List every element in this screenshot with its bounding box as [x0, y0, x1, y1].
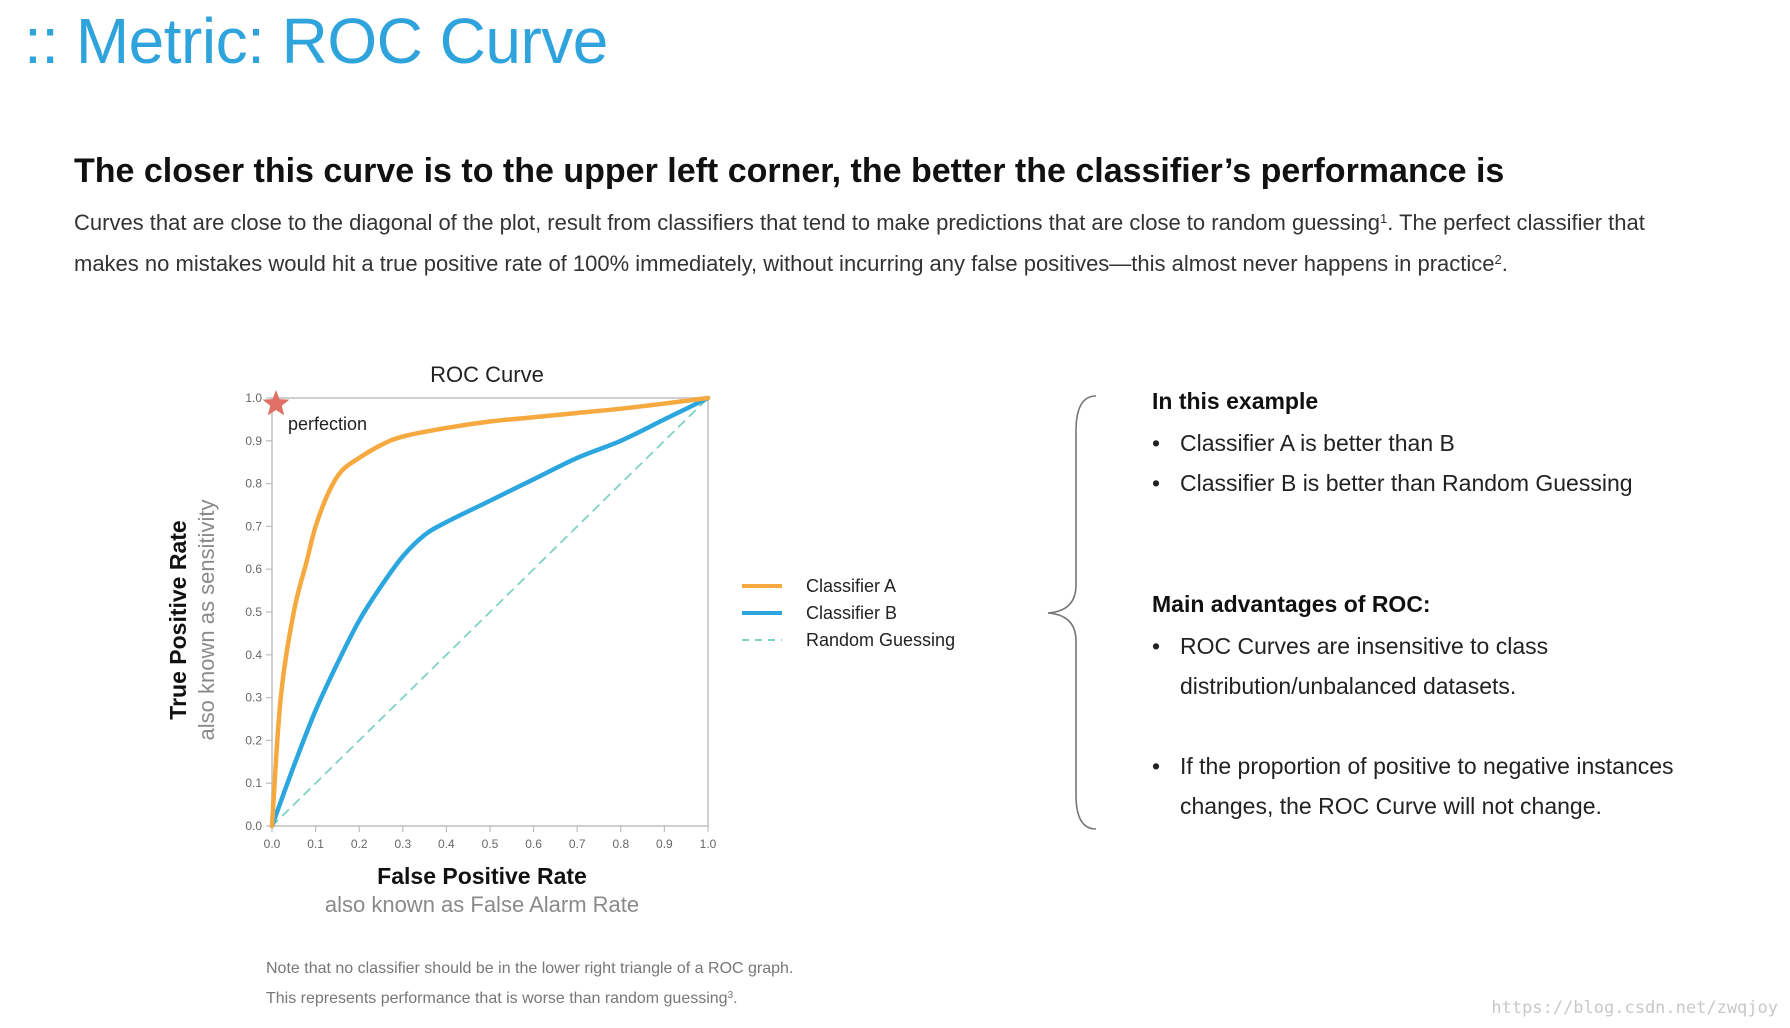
- chart-legend: Classifier A Classifier B Random Guessing: [742, 576, 955, 650]
- footnote-line-2-text: This represents performance that is wors…: [266, 990, 728, 1007]
- series-lines: [269, 395, 711, 829]
- footnote-ref-3: 3: [727, 990, 734, 1001]
- x-tick-label: 0.1: [307, 837, 324, 851]
- intro-text-2: . The perfect classifier that makes no m…: [74, 210, 1645, 276]
- explanation-panel: In this example Classifier A is better t…: [1152, 388, 1752, 819]
- perfection-star-icon: [262, 390, 290, 416]
- y-tick-label: 0.4: [245, 648, 262, 662]
- x-tick-label: 0.9: [656, 837, 673, 851]
- example-heading: In this example: [1152, 388, 1319, 414]
- intro-footnote-ref-2: 2: [1494, 252, 1502, 267]
- headline: The closer this curve is to the upper le…: [74, 152, 1505, 190]
- y-tick-label: 0.8: [245, 477, 262, 491]
- y-tick-label: 0.0: [245, 819, 262, 833]
- y-tick-label: 0.3: [245, 691, 262, 705]
- x-axis-label: False Positive Rate: [377, 863, 587, 889]
- footnote: Note that no classifier should be in the…: [266, 954, 793, 1014]
- perfection-label: perfection: [288, 414, 367, 434]
- chart-title: ROC Curve: [430, 362, 544, 387]
- y-axis-ticks: 0.0 0.1 0.2 0.3 0.4 0.5 0.6 0.7 0.8 0.9 1.0: [245, 391, 272, 833]
- series-line-classifier-b: [269, 395, 711, 829]
- series-line-classifier-a: [269, 395, 711, 829]
- advantages-list: ROC Curves are insensitive to class dist…: [1152, 626, 1752, 826]
- footnote-line-2: This represents performance that is wors…: [266, 984, 793, 1014]
- x-tick-label: 0.2: [351, 837, 368, 851]
- x-tick-label: 0.7: [569, 837, 586, 851]
- list-item: Classifier A is better than B: [1152, 423, 1752, 463]
- example-list: Classifier A is better than B Classifier…: [1152, 423, 1752, 503]
- x-tick-label: 0.5: [482, 837, 499, 851]
- footnote-line-2-end: .: [733, 990, 738, 1007]
- watermark: https://blog.csdn.net/zwqjoy: [1491, 998, 1778, 1018]
- x-tick-label: 0.0: [264, 837, 281, 851]
- example-section: In this example Classifier A is better t…: [1152, 388, 1752, 503]
- x-axis-ticks: 0.0 0.1 0.2 0.3 0.4 0.5 0.6 0.7 0.8 0.9 1.0: [264, 826, 717, 851]
- curly-brace: [1047, 395, 1097, 830]
- x-tick-label: 0.8: [612, 837, 629, 851]
- y-tick-label: 0.2: [245, 733, 262, 747]
- list-item: ROC Curves are insensitive to class dist…: [1152, 626, 1580, 706]
- intro-paragraph: Curves that are close to the diagonal of…: [74, 202, 1694, 284]
- x-axis-sublabel: also known as False Alarm Rate: [325, 892, 639, 917]
- list-item: If the proportion of positive to negativ…: [1152, 746, 1700, 826]
- slide-title: :: Metric: ROC Curve: [24, 5, 608, 77]
- legend-label: Random Guessing: [806, 630, 955, 650]
- intro-text-1: Curves that are close to the diagonal of…: [74, 210, 1381, 235]
- y-tick-label: 0.5: [245, 605, 262, 619]
- intro-footnote-ref-1: 1: [1380, 211, 1388, 226]
- advantages-heading: Main advantages of ROC:: [1152, 591, 1431, 617]
- x-tick-label: 1.0: [700, 837, 717, 851]
- footnote-line-1: Note that no classifier should be in the…: [266, 960, 794, 977]
- y-axis-sublabel: also known as sensitivity: [194, 500, 219, 741]
- y-tick-label: 0.7: [245, 519, 262, 533]
- y-tick-label: 0.1: [245, 776, 262, 790]
- y-tick-label: 0.9: [245, 434, 262, 448]
- x-tick-label: 0.3: [394, 837, 411, 851]
- roc-chart: ROC Curve 0.0 0.1 0.2 0.3 0.4 0.5 0.6 0.7 0.8 0.9…: [165, 362, 955, 917]
- y-tick-label: 1.0: [245, 391, 262, 405]
- y-axis-label: True Positive Rate: [165, 520, 191, 719]
- x-tick-label: 0.4: [438, 837, 455, 851]
- annotation-layer: perfection: [262, 390, 367, 434]
- legend-label: Classifier A: [806, 576, 896, 596]
- list-item: Classifier B is better than Random Guess…: [1152, 463, 1752, 503]
- intro-text-end: .: [1501, 251, 1508, 276]
- advantages-section: Main advantages of ROC: ROC Curves are i…: [1152, 591, 1752, 826]
- legend-label: Classifier B: [806, 603, 897, 623]
- y-tick-label: 0.6: [245, 562, 262, 576]
- x-tick-label: 0.6: [525, 837, 542, 851]
- series-line-random-guessing: [271, 397, 709, 827]
